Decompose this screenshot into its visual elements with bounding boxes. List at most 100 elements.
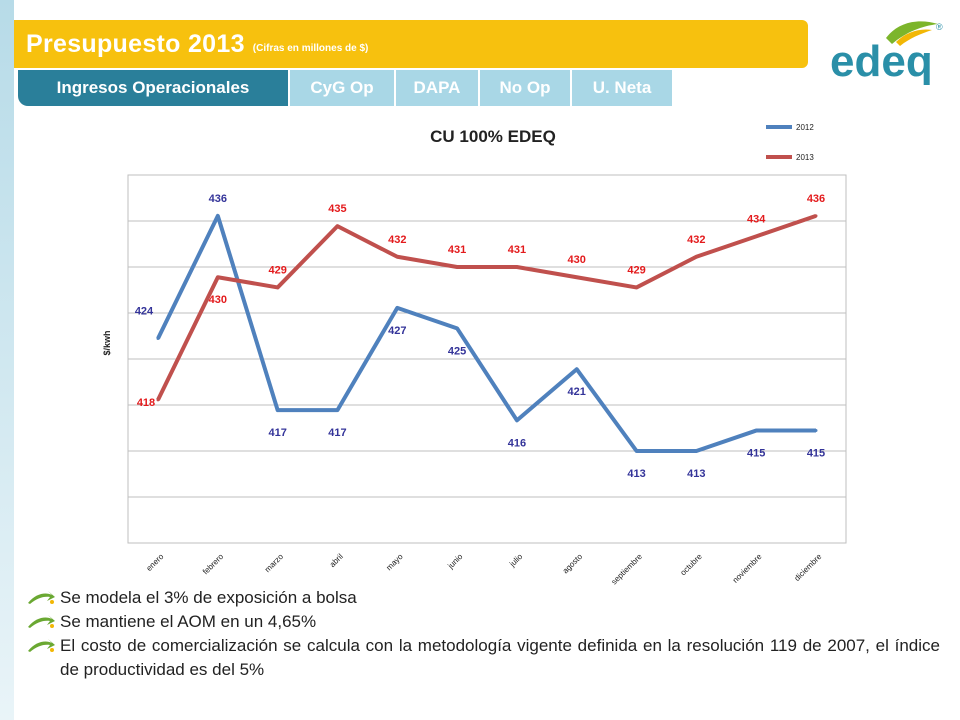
data-label: 421: [568, 386, 586, 398]
data-label: 431: [448, 244, 466, 256]
logo-registered-mark: ®: [936, 22, 943, 32]
green-arrow-bullet-icon: [28, 639, 55, 652]
edeq-logo: edeq ®: [830, 21, 943, 86]
data-point: [156, 398, 160, 402]
bullet-list: Se modela el 3% de exposición a bolsa Se…: [26, 586, 940, 682]
chart-title: CU 100% EDEQ: [430, 127, 556, 146]
data-label: 432: [687, 234, 705, 246]
data-point: [276, 408, 280, 412]
x-tick-label: septiembre: [610, 552, 645, 587]
data-label: 418: [137, 397, 155, 409]
x-tick-label: agosto: [561, 552, 585, 576]
title-bar: Presupuesto 2013 (Cifras en millones de …: [14, 20, 808, 68]
chart-gridlines: [128, 220, 846, 498]
tab-label: U. Neta: [592, 78, 652, 97]
data-point: [335, 408, 339, 412]
tab-cyg-op[interactable]: CyG Op: [290, 70, 394, 106]
data-point: [635, 285, 639, 289]
x-tick-label: junio: [445, 552, 464, 571]
logo-leaf-icon: [886, 21, 938, 44]
data-point: [276, 285, 280, 289]
line-chart: CU 100% EDEQ 2012 2013 $/kwh 424 436 417 417…: [102, 123, 847, 587]
x-tick-label: julio: [507, 552, 525, 570]
data-point: [395, 306, 399, 310]
series-line-2012: [156, 213, 816, 453]
data-label: 430: [209, 294, 227, 306]
green-arrow-bullet-icon: [28, 591, 55, 604]
data-label: 416: [508, 437, 526, 449]
data-label: 424: [135, 306, 154, 318]
legend-label: 2013: [796, 153, 814, 162]
data-label: 415: [747, 448, 765, 460]
data-label: 432: [388, 234, 406, 246]
data-point: [216, 214, 220, 218]
tab-u-neta[interactable]: U. Neta: [572, 70, 672, 106]
bullet-item: Se modela el 3% de exposición a bolsa: [26, 586, 940, 610]
data-point: [395, 255, 399, 259]
bullet-text: El costo de comercialización se calcula …: [60, 636, 940, 679]
bullet-item: El costo de comercialización se calcula …: [26, 634, 940, 682]
data-point: [814, 214, 818, 218]
data-label: 429: [268, 264, 286, 276]
data-label: 427: [388, 325, 406, 337]
green-arrow-bullet-icon: [28, 615, 55, 628]
data-point: [335, 224, 339, 228]
data-point: [575, 275, 579, 279]
tab-label: DAPA: [413, 78, 461, 97]
data-label: 435: [328, 203, 346, 215]
data-label: 431: [508, 244, 526, 256]
x-axis-tick-labels: enero febrero marzo abril mayo junio julio agos…: [145, 552, 824, 587]
data-point: [694, 449, 698, 453]
data-point: [754, 234, 758, 238]
x-tick-label: marzo: [263, 552, 285, 574]
data-label: 417: [328, 427, 346, 439]
data-point: [635, 449, 639, 453]
data-point: [455, 326, 459, 330]
data-label: 415: [807, 448, 825, 460]
data-point: [694, 255, 698, 259]
data-point: [575, 367, 579, 371]
tab-dapa[interactable]: DAPA: [396, 70, 478, 106]
data-label: 413: [627, 468, 645, 480]
data-label: 436: [209, 193, 227, 205]
bullet-text: Se modela el 3% de exposición a bolsa: [60, 588, 357, 607]
data-point: [515, 418, 519, 422]
x-tick-label: diciembre: [793, 552, 824, 583]
data-point: [754, 429, 758, 433]
legend-label: 2012: [796, 123, 814, 132]
logo-leaf-accent-icon: [896, 29, 932, 46]
data-label: 425: [448, 345, 466, 357]
data-label: 434: [747, 213, 766, 225]
data-point: [216, 275, 220, 279]
data-label: 430: [568, 254, 586, 266]
y-axis-label: $/kwh: [102, 330, 112, 355]
data-label: 413: [687, 468, 705, 480]
data-label: 417: [268, 427, 286, 439]
plot-frame: [127, 174, 847, 544]
tab-label: CyG Op: [310, 78, 374, 97]
x-tick-label: mayo: [384, 552, 405, 573]
tab-label: No Op: [499, 78, 551, 97]
page-subtitle: (Cifras en millones de $): [252, 42, 369, 54]
series-line-2013: [156, 213, 817, 401]
chart-series: 424 436 417 417 427 425 416 421 413 413 415 415 418 4…: [135, 193, 825, 480]
tab-label: Ingresos Operacionales: [56, 78, 250, 97]
data-point: [814, 429, 818, 433]
data-point: [156, 337, 160, 341]
x-tick-label: febrero: [201, 552, 226, 577]
x-tick-label: noviembre: [731, 552, 764, 585]
bullet-text: Se mantiene el AOM en un 4,65%: [60, 612, 317, 631]
data-label: 429: [627, 264, 645, 276]
left-accent-band: [0, 0, 14, 720]
tab-ingresos-operacionales[interactable]: Ingresos Operacionales: [18, 70, 288, 106]
data-point: [455, 265, 459, 269]
data-label: 436: [807, 193, 825, 205]
x-tick-label: octubre: [679, 552, 705, 578]
tab-no-op[interactable]: No Op: [480, 70, 570, 106]
logo-wordmark: edeq: [830, 37, 933, 86]
bullet-item: Se mantiene el AOM en un 4,65%: [26, 610, 940, 634]
chart-legend: 2012 2013: [766, 123, 814, 162]
page-title: Presupuesto 2013: [26, 29, 245, 58]
data-point: [515, 265, 519, 269]
